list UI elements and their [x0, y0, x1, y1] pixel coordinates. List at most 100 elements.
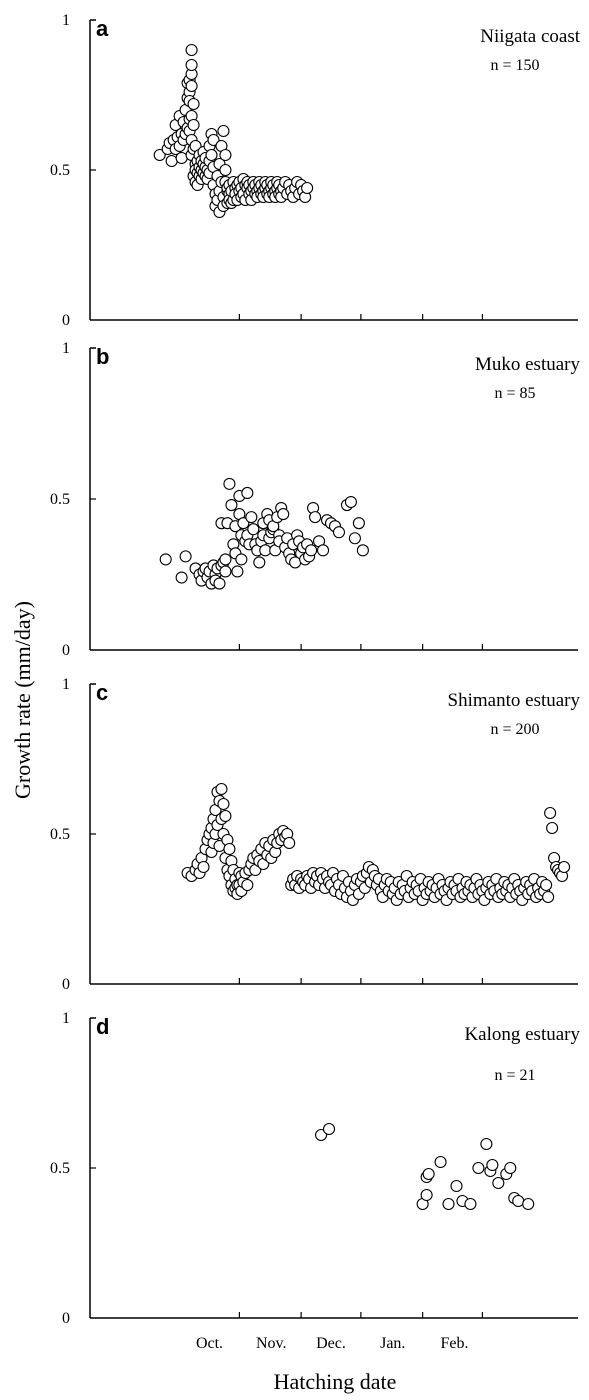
- panel-letter: d: [96, 1014, 109, 1039]
- data-point: [187, 97, 200, 111]
- data-point: [153, 148, 166, 162]
- data-point: [187, 118, 200, 132]
- data-point: [217, 124, 230, 138]
- data-point: [464, 1197, 477, 1211]
- panel-title: Shimanto estuary: [448, 690, 581, 711]
- panel-c: 0 0.5 1 c Shimanto estuary n = 200: [50, 676, 580, 993]
- n-label: n = 21: [494, 1067, 535, 1084]
- data-point: [179, 550, 192, 563]
- data-point: [309, 511, 322, 524]
- data-point: [305, 544, 318, 557]
- data-point: [544, 806, 557, 820]
- panel-letter: c: [96, 680, 108, 705]
- data-point: [219, 163, 232, 177]
- data-point: [546, 821, 559, 835]
- data-point: [558, 860, 571, 874]
- data-point: [512, 1194, 525, 1208]
- data-point: [213, 577, 226, 590]
- data-point: [219, 148, 232, 162]
- data-point: [185, 43, 198, 57]
- data-point: [247, 523, 260, 536]
- month-label: Dec.: [316, 1335, 346, 1352]
- y-tick-label: 0.5: [50, 491, 70, 508]
- data-point: [175, 151, 188, 165]
- panel-title: Muko estuary: [475, 354, 581, 375]
- y-tick-label: 0: [62, 312, 70, 329]
- n-label: n = 85: [494, 385, 535, 402]
- data-point: [197, 860, 210, 874]
- y-tick-label: 1: [62, 676, 70, 693]
- y-tick-label: 0.5: [50, 162, 70, 179]
- data-point: [217, 797, 230, 811]
- data-point: [450, 1179, 463, 1193]
- data-point: [492, 1176, 505, 1190]
- y-tick-label: 0.5: [50, 826, 70, 843]
- data-point: [540, 878, 553, 892]
- data-point: [356, 544, 369, 557]
- data-point: [231, 565, 244, 578]
- month-label: Oct.: [196, 1335, 223, 1352]
- y-tick-label: 0: [62, 1310, 70, 1327]
- data-point: [283, 836, 296, 850]
- data-point: [542, 890, 555, 904]
- y-tick-label: 0.5: [50, 1160, 70, 1177]
- data-point: [159, 553, 172, 566]
- data-point: [219, 809, 232, 823]
- month-label: Jan.: [380, 1335, 405, 1352]
- data-point: [352, 517, 365, 530]
- data-point: [504, 1161, 517, 1175]
- panel-b: 0 0.5 1 b Muko estuary n = 85: [50, 340, 580, 659]
- month-label: Feb.: [441, 1335, 469, 1352]
- data-point: [480, 1137, 493, 1151]
- data-point: [241, 878, 254, 892]
- data-point: [259, 544, 272, 557]
- data-point: [245, 511, 258, 524]
- data-point: [215, 782, 228, 796]
- panel-title: Kalong estuary: [464, 1024, 580, 1045]
- data-point: [344, 495, 357, 509]
- data-point: [301, 181, 314, 195]
- data-point: [522, 1197, 535, 1211]
- data-point: [434, 1155, 447, 1169]
- data-point: [175, 571, 188, 584]
- data-point: [420, 1188, 433, 1202]
- data-point: [322, 1122, 336, 1136]
- data-point: [237, 517, 250, 530]
- data-point: [277, 508, 290, 521]
- data-point: [315, 1128, 328, 1142]
- y-tick-label: 1: [62, 1010, 70, 1027]
- panel-d: 0 0.5 1 d Kalong estuary n = 21: [50, 1010, 580, 1327]
- y-tick-label: 1: [62, 12, 70, 29]
- y-tick-label: 0: [62, 642, 70, 659]
- data-point: [348, 532, 361, 545]
- panel-a: 0 0.5 1 a Niigata coast n = 150: [50, 12, 581, 329]
- n-label: n = 200: [490, 721, 539, 738]
- data-point: [219, 565, 232, 578]
- month-label: Nov.: [256, 1335, 287, 1352]
- y-tick-label: 0: [62, 976, 70, 993]
- data-point: [235, 553, 248, 566]
- data-point: [316, 544, 330, 557]
- data-point: [241, 486, 254, 500]
- data-point: [223, 842, 236, 856]
- data-point: [219, 553, 232, 566]
- data-point: [223, 477, 236, 490]
- data-point: [165, 154, 178, 168]
- x-axis-label: Hatching date: [274, 1369, 397, 1394]
- y-tick-label: 1: [62, 340, 70, 357]
- data-point: [442, 1197, 455, 1211]
- data-point: [225, 498, 238, 512]
- data-point: [422, 1167, 435, 1181]
- panel-letter: b: [96, 344, 109, 369]
- data-point: [185, 58, 198, 72]
- data-point: [253, 556, 266, 569]
- data-point: [486, 1158, 499, 1172]
- data-point: [332, 526, 346, 539]
- y-axis-label: Growth rate (mm/day): [10, 601, 35, 799]
- data-point: [472, 1161, 485, 1175]
- panel-title: Niigata coast: [480, 26, 580, 47]
- data-point: [205, 148, 218, 162]
- n-label: n = 150: [490, 57, 539, 74]
- data-point: [185, 79, 198, 93]
